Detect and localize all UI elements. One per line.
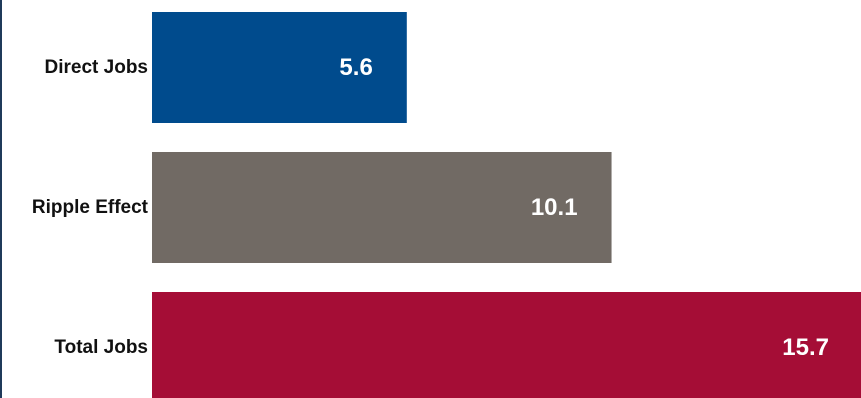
- bar-total-jobs: [152, 292, 861, 398]
- value-label: 10.1: [531, 194, 578, 221]
- category-label: Direct Jobs: [45, 57, 148, 78]
- value-label: 5.6: [339, 54, 372, 81]
- bar-direct-jobs: [152, 12, 407, 123]
- category-label: Ripple Effect: [32, 197, 149, 218]
- bar-ripple-effect: [152, 152, 612, 263]
- value-label: 15.7: [782, 334, 829, 361]
- category-label: Total Jobs: [54, 337, 148, 358]
